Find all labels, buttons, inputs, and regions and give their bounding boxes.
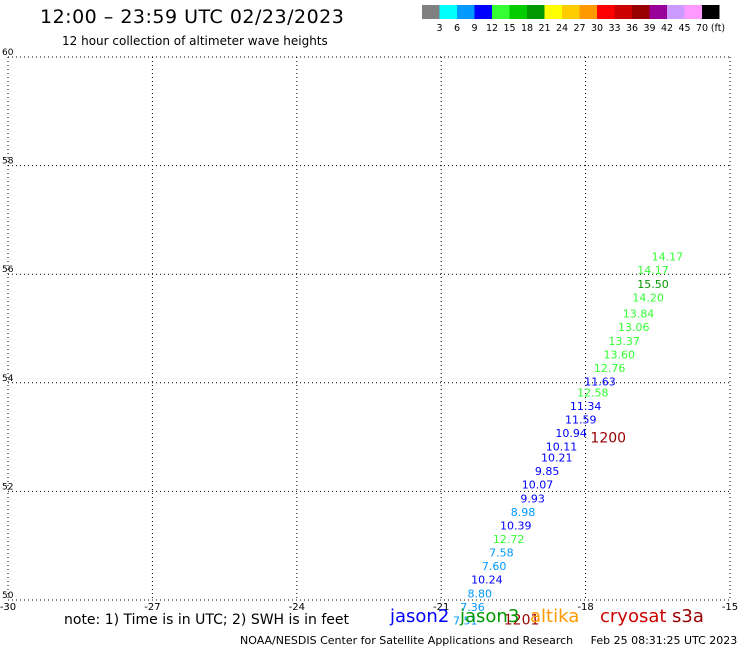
footer-note: note: 1) Time is in UTC; 2) SWH is in fe…: [64, 612, 350, 628]
legend-label: 27: [573, 23, 585, 34]
legend-altika: altika: [530, 606, 580, 627]
wave-height-point: 11.63: [584, 376, 616, 389]
y-tick-label: 58: [2, 157, 14, 167]
wave-height-point: 9.93: [520, 492, 545, 505]
legend-jason2: jason2: [390, 606, 450, 627]
wave-height-point: 13.37: [608, 335, 640, 348]
y-tick-label: 52: [2, 482, 13, 492]
y-tick-label: 54: [2, 374, 14, 384]
legend-label: 12: [486, 23, 498, 34]
wave-height-point: 15.50: [637, 278, 669, 291]
legend-swatch: [457, 5, 475, 19]
legend-label: 42: [661, 23, 673, 34]
legend-swatch: [614, 5, 632, 19]
wave-height-point: 13.06: [618, 321, 650, 334]
wave-height-point: 7.36: [460, 601, 485, 614]
wave-height-point: 8.98: [511, 506, 536, 519]
wave-height-point: 12.58: [577, 386, 609, 399]
wave-height-point: 14.20: [632, 291, 664, 304]
x-tick-label: -30: [0, 602, 16, 613]
y-tick-label: 50: [2, 591, 14, 601]
legend-label: 9: [471, 23, 477, 34]
legend-label: 33: [608, 23, 620, 34]
chart-grid: [7, 56, 731, 601]
time-annotation: 1200: [590, 431, 626, 447]
legend-swatch: [509, 5, 527, 19]
legend-label: 24: [556, 23, 568, 34]
legend-swatch: [527, 5, 545, 19]
color-legend: 3 6 9 12 15 18 21 24 27 30 33 36 39 42 45 70 (ft): [422, 5, 725, 34]
x-tick-label: -15: [722, 602, 738, 613]
wave-height-point: 11.34: [570, 400, 602, 413]
wave-height-point: 14.17: [637, 264, 669, 277]
legend-swatch: [667, 5, 685, 19]
wave-height-point: 12.72: [493, 533, 525, 546]
legend-label: 18: [521, 23, 533, 34]
legend-swatch: [579, 5, 597, 19]
x-tick-label: -27: [144, 602, 160, 613]
legend-unit: (ft): [711, 23, 725, 34]
legend-label: 45: [678, 23, 690, 34]
legend-jason3: jason3: [460, 606, 520, 627]
legend-label: 36: [626, 23, 638, 34]
wave-height-point: 7.58: [489, 547, 514, 560]
legend-swatch: [439, 5, 457, 19]
wave-height-point: 13.84: [623, 308, 655, 321]
x-tick-label: -24: [289, 602, 305, 613]
legend-swatch: [597, 5, 615, 19]
legend-label: 21: [538, 23, 550, 34]
legend-swatch: [684, 5, 702, 19]
wave-height-point: 14.17: [652, 251, 684, 264]
legend-label: 3: [436, 23, 442, 34]
wave-height-point: 9.85: [535, 465, 560, 478]
y-tick-label: 60: [2, 48, 14, 58]
wave-height-point: 10.21: [541, 452, 573, 465]
wave-height-point: 7.51: [453, 614, 478, 627]
wave-height-point: 10.24: [471, 574, 503, 587]
x-tick-label: -18: [577, 602, 593, 613]
y-tick-label: 56: [2, 265, 14, 275]
legend-swatch: [632, 5, 650, 19]
legend-label: 70: [696, 23, 708, 34]
legend-s3a: s3a: [672, 606, 704, 627]
legend-swatch: [544, 5, 562, 19]
wave-height-point: 10.94: [555, 427, 587, 440]
legend-cryosat: cryosat: [600, 606, 667, 627]
wave-height-point: 11.59: [565, 414, 597, 427]
footer-credit: NOAA/NESDIS Center for Satellite Applica…: [240, 634, 738, 647]
legend-label: 6: [454, 23, 460, 34]
wave-height-point: 10.39: [500, 519, 532, 532]
data-points: 14.1714.1715.5014.2013.8413.0613.3713.60…: [453, 251, 683, 629]
wave-height-point: 13.60: [604, 348, 636, 361]
legend-swatch: [422, 5, 440, 19]
wave-height-point: 8.80: [467, 587, 492, 600]
chart-title: 12:00 – 23:59 UTC 02/23/2023: [40, 6, 345, 28]
wave-height-point: 10.07: [522, 479, 554, 492]
chart-subtitle: 12 hour collection of altimeter wave hei…: [62, 34, 328, 48]
axis-ticks: -30 -27 -24 -21 -18 -15 50 52 54 56 58 60: [0, 48, 738, 613]
legend-label: 39: [643, 23, 655, 34]
wave-height-point: 10.11: [546, 441, 578, 454]
legend-label: 30: [591, 23, 603, 34]
legend-swatch: [474, 5, 492, 19]
time-annotation: 1201: [504, 612, 540, 628]
x-tick-label: -21: [433, 602, 449, 613]
wave-height-point: 7.60: [482, 560, 507, 573]
legend-swatch: [649, 5, 667, 19]
legend-label: 15: [503, 23, 515, 34]
legend-swatch: [702, 5, 720, 19]
legend-swatch: [562, 5, 580, 19]
legend-swatch: [492, 5, 510, 19]
wave-height-point: 12.76: [594, 362, 626, 375]
